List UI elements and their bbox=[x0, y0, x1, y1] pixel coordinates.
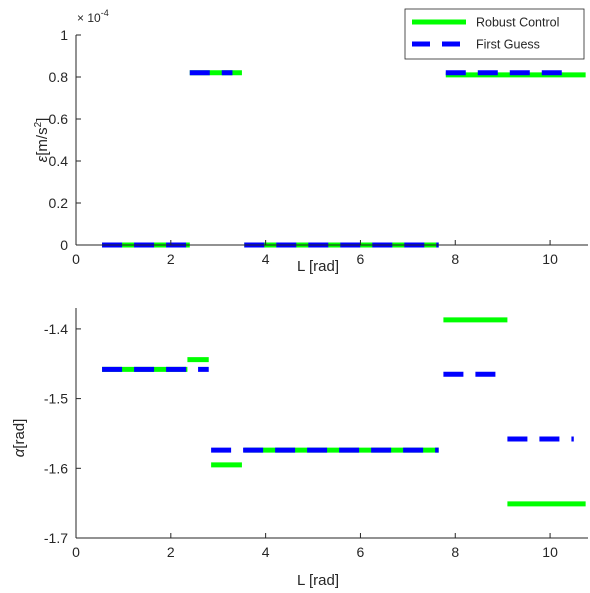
x-tick-label: 6 bbox=[357, 251, 365, 267]
epsilon-plot-y-axis-label: ε[m/s2] bbox=[33, 118, 51, 163]
x-tick-label: 4 bbox=[262, 544, 270, 560]
y-tick-label: -1.7 bbox=[44, 530, 68, 546]
y-tick-label: 0.6 bbox=[49, 111, 69, 127]
epsilon-unit-close: ] bbox=[34, 118, 51, 122]
x-tick-label: 4 bbox=[262, 251, 270, 267]
x-tick-label: 0 bbox=[72, 544, 80, 560]
legend-box bbox=[404, 8, 585, 60]
x-tick-label: 10 bbox=[542, 251, 558, 267]
x-tick-label: 6 bbox=[357, 544, 365, 560]
epsilon-unit-sup: 2 bbox=[33, 121, 44, 127]
y-tick-label: 0.2 bbox=[49, 195, 69, 211]
legend-first-guess-label: First Guess bbox=[476, 38, 540, 52]
legend-robust-label: Robust Control bbox=[476, 16, 559, 30]
y-tick-label: 0.8 bbox=[49, 69, 69, 85]
epsilon-symbol: ε bbox=[34, 155, 51, 162]
exponent-base: × 10 bbox=[77, 11, 101, 25]
alpha-plot-y-axis-label: α[rad] bbox=[11, 419, 28, 458]
epsilon-plot-axes: 0 2 4 6 8 10 0 0.2 0.4 0.6 0.8 1 bbox=[49, 27, 588, 267]
epsilon-plot-marks bbox=[102, 70, 586, 248]
x-tick-label: 2 bbox=[167, 544, 175, 560]
y-tick-label: 0.4 bbox=[49, 153, 69, 169]
alpha-symbol: α bbox=[11, 448, 28, 457]
epsilon-plot-x-axis-label: L [rad] bbox=[297, 258, 339, 275]
x-tick-label: 8 bbox=[451, 251, 459, 267]
x-tick-label: 10 bbox=[542, 544, 558, 560]
y-tick-label: -1.5 bbox=[44, 391, 68, 407]
alpha-plot-marks bbox=[102, 317, 586, 507]
alpha-unit: [rad] bbox=[11, 419, 28, 449]
y-tick-label: 1 bbox=[60, 27, 68, 43]
y-tick-label: 0 bbox=[60, 237, 68, 253]
legend: Robust Control First Guess bbox=[404, 8, 585, 60]
alpha-plot-x-axis-label: L [rad] bbox=[297, 572, 339, 589]
epsilon-plot-exponent: × 10-4 bbox=[77, 8, 109, 25]
epsilon-unit: [m/s bbox=[34, 127, 51, 155]
x-tick-label: 2 bbox=[167, 251, 175, 267]
exponent-power: -4 bbox=[101, 8, 109, 18]
alpha-plot: 0 2 4 6 8 10 -1.7 -1.6 -1.5 -1.4 L [rad] α[rad] bbox=[11, 308, 588, 589]
x-tick-label: 8 bbox=[451, 544, 459, 560]
alpha-plot-axes: 0 2 4 6 8 10 -1.7 -1.6 -1.5 -1.4 bbox=[44, 308, 588, 560]
x-tick-label: 0 bbox=[72, 251, 80, 267]
y-tick-label: -1.6 bbox=[44, 460, 68, 476]
y-tick-label: -1.4 bbox=[44, 321, 68, 337]
